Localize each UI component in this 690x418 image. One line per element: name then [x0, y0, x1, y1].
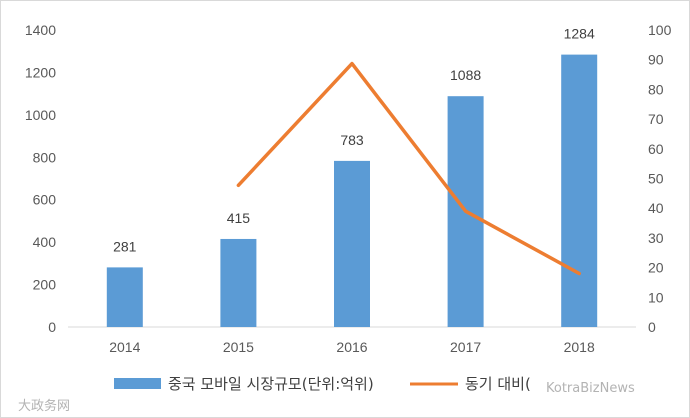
x-tick-label: 2018 — [564, 339, 595, 355]
y2-tick-label: 80 — [648, 81, 664, 97]
y-tick-label: 1400 — [25, 22, 56, 38]
legend-swatch-bar — [114, 378, 161, 389]
bar — [106, 267, 143, 327]
y-tick-label: 200 — [33, 277, 57, 293]
x-axis-ticks: 2014 2015 2016 2017 2018 — [109, 339, 595, 355]
y-tick-label: 400 — [33, 234, 57, 250]
watermark-right: KotraBizNews — [546, 381, 635, 396]
y2-tick-label: 20 — [648, 260, 664, 276]
y-tick-label: 0 — [48, 319, 56, 335]
right-axis: 0 10 20 30 40 50 60 70 80 90 100 — [648, 22, 672, 335]
left-axis: 0 200 400 600 800 1000 1200 1400 — [25, 22, 56, 335]
y2-tick-label: 90 — [648, 52, 664, 68]
line-path — [236, 61, 581, 276]
bar-data-label: 1284 — [564, 26, 595, 42]
bar — [220, 238, 257, 327]
legend-label-bar: 중국 모바일 시장규모(단위:억위) — [168, 375, 374, 393]
y-tick-label: 1200 — [25, 64, 56, 80]
y2-tick-label: 30 — [648, 230, 664, 246]
bar-data-label: 415 — [227, 210, 251, 226]
y2-tick-label: 10 — [648, 289, 664, 305]
bar-data-label: 281 — [113, 238, 137, 254]
x-tick-label: 2015 — [223, 339, 254, 355]
bar-series: 281 415 783 1088 1284 — [106, 26, 598, 327]
y-tick-label: 800 — [33, 149, 57, 165]
bar — [561, 54, 598, 327]
y2-tick-label: 50 — [648, 171, 664, 187]
x-tick-label: 2017 — [450, 339, 481, 355]
x-tick-label: 2016 — [336, 339, 367, 355]
y2-tick-label: 60 — [648, 141, 664, 157]
watermark-left: 大政务网 — [18, 398, 70, 414]
x-tick-label: 2014 — [109, 339, 140, 355]
y2-tick-label: 100 — [648, 22, 672, 38]
y2-tick-label: 70 — [648, 111, 664, 127]
legend-label-line: 동기 대비( — [465, 375, 531, 393]
y2-tick-label: 0 — [648, 319, 656, 335]
line-series — [236, 61, 581, 276]
y-tick-label: 600 — [33, 192, 57, 208]
bar-data-label: 783 — [340, 132, 364, 148]
bar — [334, 160, 370, 327]
bar-data-label: 1088 — [450, 67, 481, 83]
y-tick-label: 1000 — [25, 107, 56, 123]
y2-tick-label: 40 — [648, 200, 664, 216]
legend: 중국 모바일 시장규모(단위:억위) 동기 대비( — [114, 375, 531, 393]
